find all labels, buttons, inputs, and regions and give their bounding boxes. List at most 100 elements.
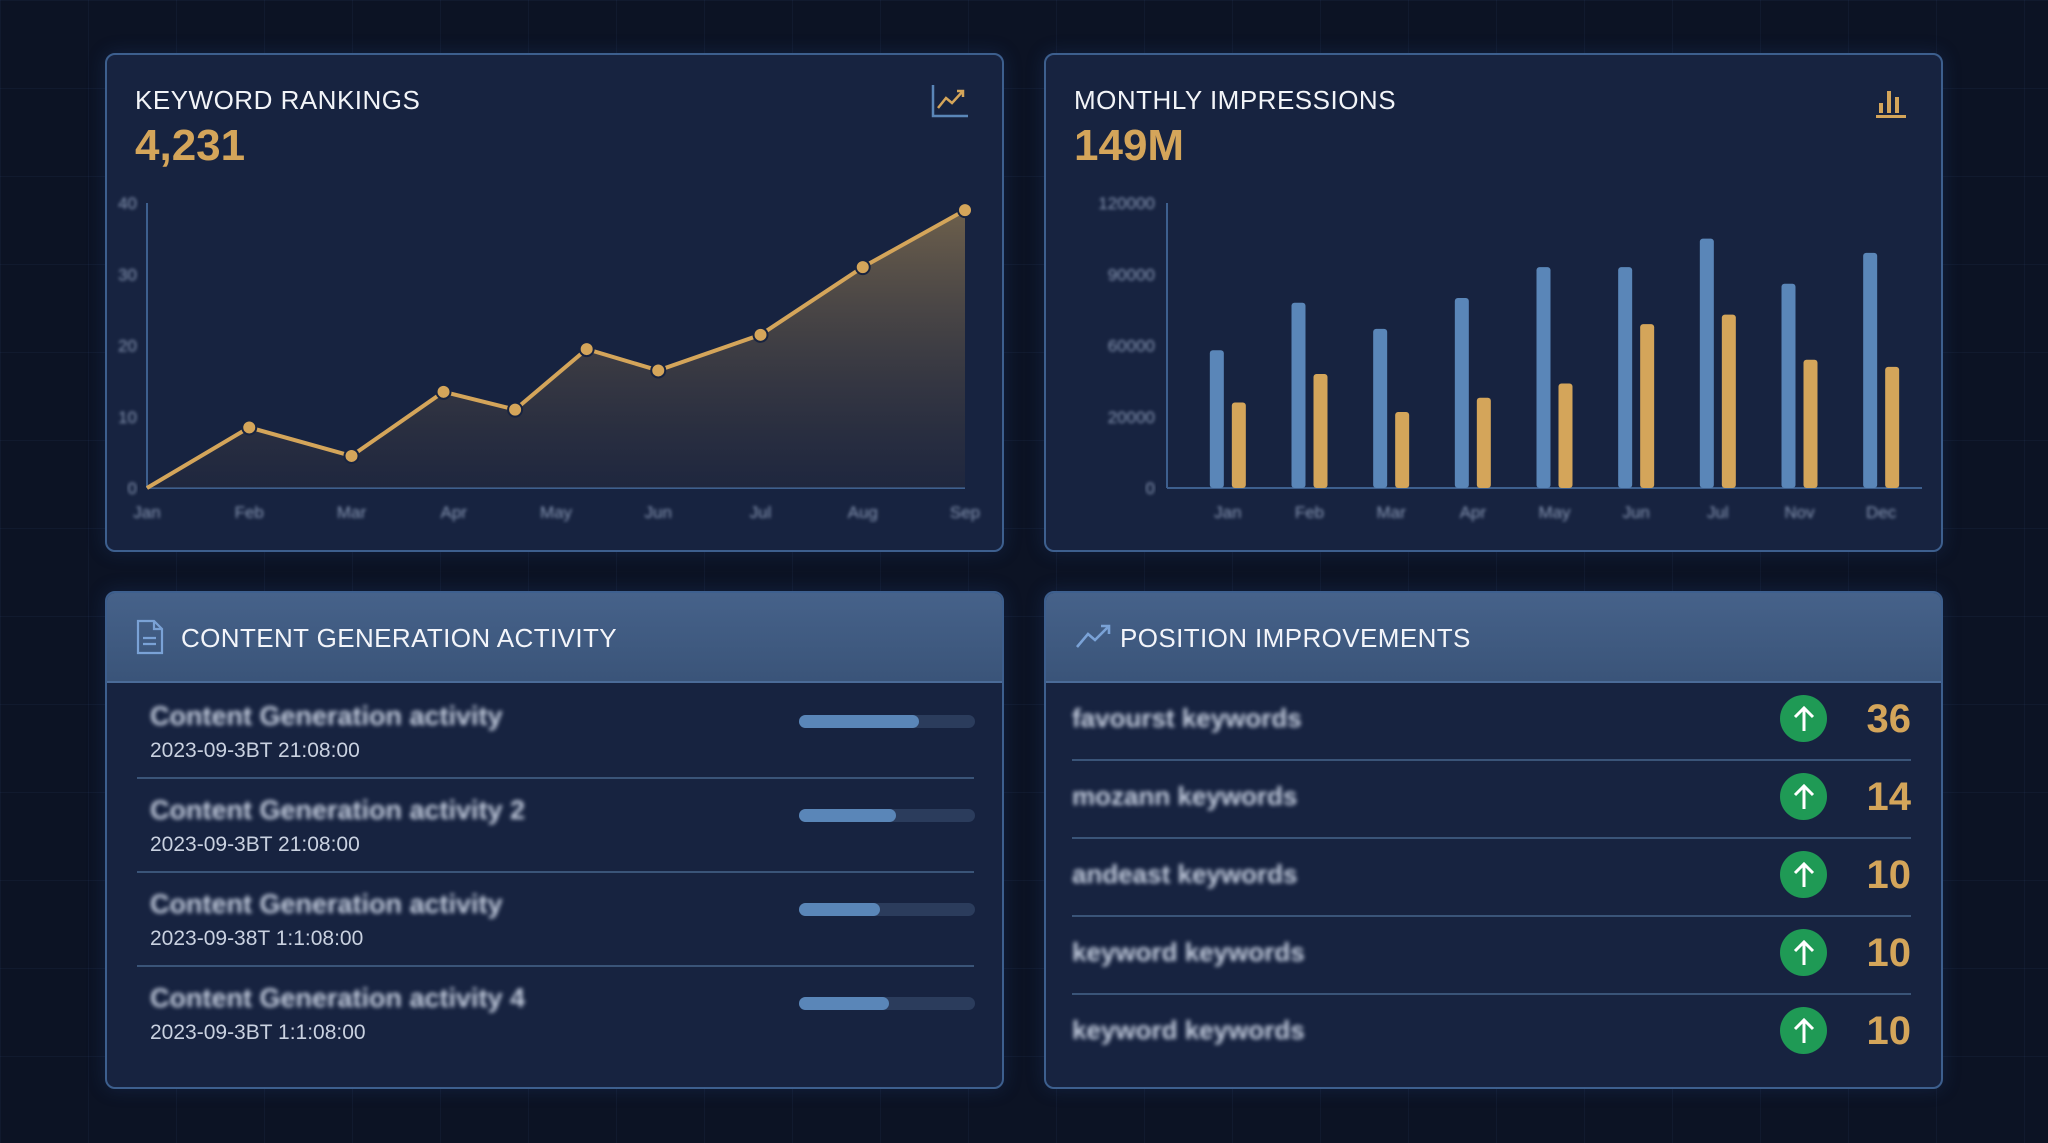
area-fill: [147, 210, 965, 488]
keyword-label: andeast keywords: [1072, 859, 1298, 889]
bar-series-1[interactable]: [1699, 238, 1714, 488]
y-tick-label: 120000: [1098, 194, 1155, 213]
data-point[interactable]: [752, 326, 769, 343]
activity-title: Content Generation activity 2: [150, 795, 526, 825]
keyword-label: favourst keywords: [1072, 703, 1302, 733]
activity-item[interactable]: Content Generation activity 2023-09-3BT …: [137, 683, 975, 779]
activity-item[interactable]: Content Generation activity 2023-09-38T …: [137, 871, 975, 967]
card-title: POSITION IMPROVEMENTS: [1120, 623, 1471, 653]
bar-series-2[interactable]: [1476, 397, 1491, 488]
x-tick-label: Nov: [1784, 503, 1815, 522]
position-item[interactable]: mozann keywords 14: [1072, 759, 1911, 839]
content-generation-card: CONTENT GENERATION ACTIVITY Content Gene…: [105, 591, 1004, 1089]
data-point[interactable]: [241, 419, 258, 436]
x-tick-label: Jun: [645, 503, 672, 522]
y-tick-label: 10: [118, 408, 137, 427]
position-change: 10: [1866, 1009, 1912, 1053]
y-tick-label: 20000: [1108, 408, 1155, 427]
x-tick-label: Apr: [1460, 503, 1487, 522]
keyword-rankings-card: 0 10 20 30 40 Jan Feb Mar Apr May Jun Jul Aug Sep KEY…: [105, 53, 1004, 552]
keyword-label: mozann keywords: [1072, 781, 1298, 811]
y-tick-label: 0: [128, 479, 137, 498]
progress-fill: [799, 903, 880, 916]
monthly-impressions-chart: 0 20000 60000 90000 120000 Jan Feb Mar Apr May Jun…: [1098, 194, 1922, 522]
data-point[interactable]: [343, 447, 360, 464]
bar-series-2[interactable]: [1231, 402, 1246, 489]
progress-fill: [799, 997, 889, 1010]
x-tick-label: Apr: [441, 503, 468, 522]
activity-progress-bar: [799, 997, 975, 1010]
keyword-rankings-chart: 0 10 20 30 40 Jan Feb Mar Apr May Jun Jul Aug Sep: [118, 194, 980, 522]
position-change: 36: [1866, 697, 1912, 741]
x-tick-label: Jul: [750, 503, 772, 522]
bar-series-2[interactable]: [1721, 314, 1736, 488]
bar-series-1[interactable]: [1618, 267, 1633, 488]
bar-series-1[interactable]: [1536, 267, 1551, 488]
activity-item[interactable]: Content Generation activity 2 2023-09-3B…: [137, 777, 975, 873]
arrow-up-icon: [1780, 695, 1827, 742]
line-chart-icon[interactable]: [930, 83, 970, 124]
x-tick-label: Mar: [337, 503, 367, 522]
position-item[interactable]: keyword keywords 10: [1072, 915, 1911, 995]
activity-item[interactable]: Content Generation activity 4 2023-09-3B…: [137, 965, 975, 1059]
activity-title: Content Generation activity: [150, 701, 503, 731]
bar-series-2[interactable]: [1395, 412, 1410, 488]
keyword-rankings-value: 4,231: [135, 121, 246, 170]
card-title: KEYWORD RANKINGS: [135, 85, 421, 115]
y-tick-label: 30: [118, 265, 137, 284]
card-header: POSITION IMPROVEMENTS: [1046, 593, 1941, 683]
position-change: 10: [1866, 931, 1912, 975]
arrow-up-icon: [1780, 773, 1827, 820]
activity-date: 2023-09-3BT 21:08:00: [150, 833, 360, 856]
bar-series-2[interactable]: [1558, 383, 1573, 489]
activity-date: 2023-09-3BT 1:1:08:00: [150, 1021, 366, 1044]
keyword-label: keyword keywords: [1072, 937, 1305, 967]
bar-series-1[interactable]: [1373, 328, 1388, 488]
y-tick-label: 40: [118, 194, 137, 213]
data-point[interactable]: [957, 202, 973, 219]
y-tick-label: 20: [118, 337, 137, 356]
bar-series-2[interactable]: [1885, 366, 1900, 488]
x-tick-label: Feb: [1295, 503, 1324, 522]
keyword-label: keyword keywords: [1072, 1015, 1305, 1045]
card-header: CONTENT GENERATION ACTIVITY: [107, 593, 1002, 683]
data-point[interactable]: [650, 362, 667, 379]
card-title: MONTHLY IMPRESSIONS: [1074, 85, 1397, 115]
activity-progress-bar: [799, 809, 975, 822]
activity-progress-bar: [799, 715, 975, 728]
activity-progress-bar: [799, 903, 975, 916]
x-tick-label: May: [540, 503, 573, 522]
position-item[interactable]: andeast keywords 10: [1072, 837, 1911, 917]
activity-title: Content Generation activity: [150, 889, 503, 919]
bar-series-1[interactable]: [1781, 283, 1796, 488]
bar-series-1[interactable]: [1291, 302, 1306, 488]
arrow-up-icon: [1780, 929, 1827, 976]
bar-series-2[interactable]: [1803, 359, 1818, 488]
data-point[interactable]: [578, 341, 595, 358]
data-point[interactable]: [435, 383, 452, 400]
bar-chart-icon[interactable]: [1873, 83, 1909, 124]
y-tick-label: 0: [1146, 479, 1155, 498]
x-tick-label: May: [1538, 503, 1571, 522]
progress-fill: [799, 715, 919, 728]
position-improvements-card: POSITION IMPROVEMENTS favourst keywords …: [1044, 591, 1943, 1089]
y-tick-label: 90000: [1108, 265, 1155, 284]
bar-series-2[interactable]: [1313, 374, 1328, 488]
series-line: [145, 208, 966, 490]
activity-date: 2023-09-3BT 21:08:00: [150, 739, 360, 762]
data-point[interactable]: [507, 401, 524, 418]
bar-series-1[interactable]: [1454, 298, 1469, 488]
bar-series-2[interactable]: [1640, 324, 1655, 488]
monthly-impressions-card: 0 20000 60000 90000 120000 Jan Feb Mar Apr May Jun…: [1044, 53, 1943, 552]
bar-series-1[interactable]: [1863, 252, 1878, 488]
x-tick-label: Jun: [1622, 503, 1649, 522]
data-point[interactable]: [854, 259, 871, 276]
bar-series-1[interactable]: [1209, 350, 1224, 488]
y-tick-label: 60000: [1108, 337, 1155, 356]
arrow-up-icon: [1780, 1007, 1827, 1054]
x-tick-label: Jan: [133, 503, 160, 522]
position-item[interactable]: favourst keywords 36: [1072, 681, 1911, 761]
x-tick-label: Jan: [1214, 503, 1241, 522]
position-item[interactable]: keyword keywords 10: [1072, 993, 1911, 1071]
document-icon: [135, 619, 165, 660]
